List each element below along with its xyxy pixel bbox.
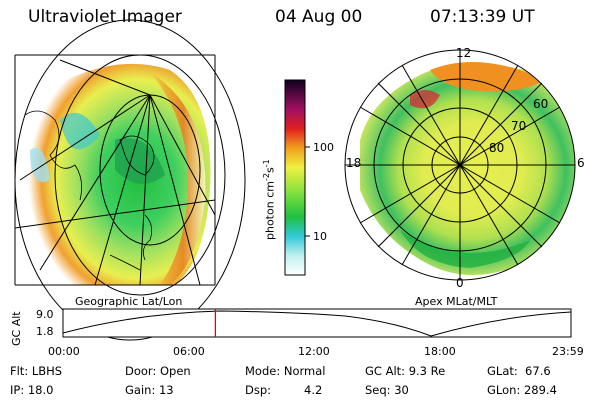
- mlat-label-70: 70: [511, 119, 527, 133]
- mlat-label-80: 80: [489, 141, 505, 155]
- gc-alt-info: GC Alt: 9.3 Re: [365, 364, 446, 378]
- glat-info: GLat: 67.6: [487, 364, 551, 378]
- time-tick-0000: 00:00: [48, 345, 80, 358]
- time-tick-0600: 06:00: [173, 345, 205, 358]
- glon-info: GLon: 289.4: [487, 383, 557, 397]
- date-label: 04 Aug 00: [275, 7, 363, 27]
- polar-grid: [344, 49, 576, 281]
- dsp-info-label: Dsp:: [245, 383, 272, 397]
- dsp-info-value: 4.2: [304, 383, 323, 397]
- mlt-label-12: 12: [456, 46, 472, 60]
- instrument-title: Ultraviolet Imager: [28, 7, 182, 27]
- mlt-label-6: 6: [577, 156, 585, 170]
- time-label: 07:13:39 UT: [430, 7, 535, 27]
- altitude-plot-frame: [62, 308, 572, 338]
- ip-info: IP: 18.0: [10, 383, 54, 397]
- geo-panel-label: Geographic Lat/Lon: [75, 295, 183, 308]
- colorbar-tick-10: 10: [313, 230, 327, 243]
- altitude-ytick-max: 9.0: [36, 308, 54, 321]
- gain-info: Gain: 13: [125, 383, 174, 397]
- mlt-label-0: 0: [456, 276, 464, 290]
- door-info: Door: Open: [125, 364, 191, 378]
- time-tick-1200: 12:00: [298, 345, 330, 358]
- altitude-curve: [62, 310, 572, 337]
- time-tick-1800: 18:00: [424, 345, 456, 358]
- polar-aurora-image: [360, 62, 575, 275]
- colorbar-tick-100: 100: [313, 141, 334, 154]
- colorbar-gradient: [284, 79, 306, 276]
- time-tick-2359: 23:59: [552, 345, 584, 358]
- mag-panel-label: Apex MLat/MLT: [415, 295, 498, 308]
- altitude-ytick-min: 1.8: [36, 325, 54, 338]
- geo-coastlines: [24, 110, 155, 271]
- geo-grid-lines: [14, 19, 246, 341]
- mlt-label-18: 18: [346, 156, 362, 170]
- mlat-label-60: 60: [533, 97, 549, 111]
- mode-info: Mode: Normal: [245, 364, 326, 378]
- filter-info: Flt: LBHS: [10, 364, 63, 378]
- seq-info: Seq: 30: [365, 383, 409, 397]
